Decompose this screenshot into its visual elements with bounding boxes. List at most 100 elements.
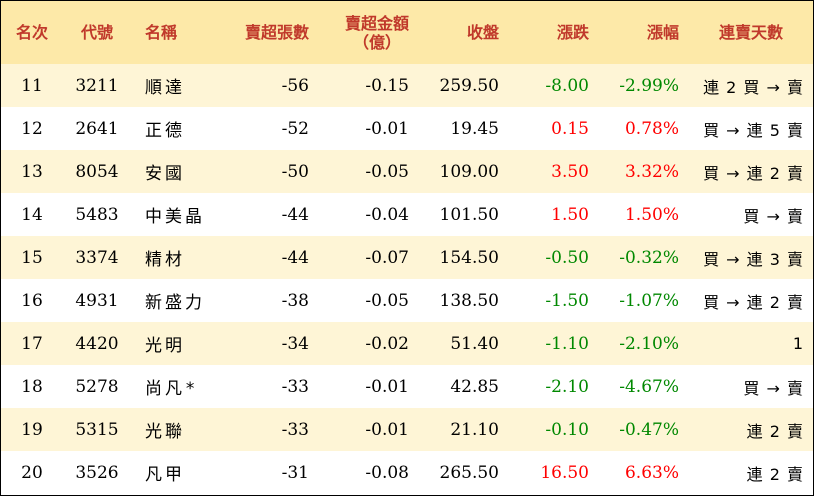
sell-streak-cell: 買 → 連 3 賣 <box>703 249 803 269</box>
change-cell: 16.50 <box>540 462 589 483</box>
sell-amount-cell: -0.01 <box>365 118 409 139</box>
close-price-cell: 154.50 <box>439 247 499 268</box>
change-cell: -1.50 <box>545 290 589 311</box>
sell-lots-cell: -33 <box>281 376 309 397</box>
header-sell-amount-line2: （億） <box>352 32 401 52</box>
close-price-cell: 21.10 <box>450 419 499 440</box>
table-row[interactable]: 14 5483 中美晶 -44 -0.04 101.50 1.50 1.50% 買 → 賣 <box>1 193 813 236</box>
rank-cell: 20 <box>21 462 43 483</box>
sell-lots-cell: -44 <box>281 204 309 225</box>
stock-name-cell: 凡甲 <box>145 465 185 485</box>
sell-lots-cell: -50 <box>281 161 309 182</box>
change-cell: -2.10 <box>545 376 589 397</box>
close-price-cell: 42.85 <box>450 376 499 397</box>
header-code[interactable]: 代號 <box>80 23 113 42</box>
sell-streak-cell: 連 2 買 → 賣 <box>703 77 803 97</box>
change-cell: -8.00 <box>545 75 589 96</box>
sell-amount-cell: -0.15 <box>365 75 409 96</box>
table-header-row: 名次 代號 名稱 賣超張數 賣超金額 （億） 收盤 漲跌 漲幅 連賣天數 <box>1 1 813 64</box>
sell-amount-cell: -0.07 <box>365 247 409 268</box>
rank-cell: 17 <box>21 333 43 354</box>
close-price-cell: 109.00 <box>439 161 499 182</box>
code-cell: 3211 <box>75 75 119 96</box>
sell-amount-cell: -0.02 <box>365 333 409 354</box>
sell-streak-cell: 連 2 賣 <box>746 421 803 441</box>
sell-lots-cell: -56 <box>281 75 309 96</box>
header-sell-lots[interactable]: 賣超張數 <box>244 23 309 42</box>
change-pct-cell: -0.47% <box>619 419 679 440</box>
stock-name-cell: 精材 <box>145 250 185 270</box>
stock-name-cell: 新盛力 <box>145 293 205 313</box>
rank-cell: 18 <box>21 376 43 397</box>
close-price-cell: 259.50 <box>439 75 499 96</box>
sell-amount-cell: -0.08 <box>365 462 409 483</box>
table-row[interactable]: 15 3374 精材 -44 -0.07 154.50 -0.50 -0.32% 買 → 連 3… <box>1 236 813 279</box>
sell-streak-cell: 買 → 賣 <box>743 206 803 226</box>
sell-amount-cell: -0.04 <box>365 204 409 225</box>
sell-streak-cell: 連 2 賣 <box>746 464 803 484</box>
stock-name-cell: 中美晶 <box>145 207 205 227</box>
stock-name-cell: 光明 <box>145 336 185 356</box>
sell-amount-cell: -0.05 <box>365 161 409 182</box>
change-pct-cell: -2.10% <box>619 333 679 354</box>
rank-cell: 14 <box>21 204 43 225</box>
sell-lots-cell: -52 <box>281 118 309 139</box>
header-change[interactable]: 漲跌 <box>556 23 589 42</box>
change-pct-cell: 6.63% <box>624 462 679 483</box>
code-cell: 5278 <box>75 376 119 397</box>
header-rank[interactable]: 名次 <box>15 23 48 42</box>
change-pct-cell: 0.78% <box>624 118 679 139</box>
rank-cell: 11 <box>21 75 43 96</box>
code-cell: 3374 <box>75 247 119 268</box>
table-row[interactable]: 20 3526 凡甲 -31 -0.08 265.50 16.50 6.63% 連 2 賣 <box>1 451 813 494</box>
change-pct-cell: -2.99% <box>619 75 679 96</box>
sell-lots-cell: -38 <box>281 290 309 311</box>
header-streak[interactable]: 連賣天數 <box>718 23 783 42</box>
header-close[interactable]: 收盤 <box>466 23 499 42</box>
sell-streak-cell: 買 → 連 2 賣 <box>703 292 803 312</box>
table-row[interactable]: 12 2641 正德 -52 -0.01 19.45 0.15 0.78% 買 → 連 5 賣 <box>1 107 813 150</box>
header-sell-amount-line1: 賣超金額 <box>344 13 409 33</box>
sell-lots-cell: -44 <box>281 247 309 268</box>
header-sell-amount[interactable]: 賣超金額 （億） <box>319 1 419 64</box>
code-cell: 4931 <box>75 290 119 311</box>
stock-name-cell: 順達 <box>145 78 185 98</box>
change-pct-cell: -1.07% <box>619 290 679 311</box>
change-pct-cell: 1.50% <box>624 204 679 225</box>
code-cell: 2641 <box>75 118 119 139</box>
sell-amount-cell: -0.01 <box>365 419 409 440</box>
rank-cell: 13 <box>21 161 43 182</box>
sell-lots-cell: -34 <box>281 333 309 354</box>
change-pct-cell: -0.32% <box>619 247 679 268</box>
code-cell: 5483 <box>75 204 119 225</box>
table-row[interactable]: 13 8054 安國 -50 -0.05 109.00 3.50 3.32% 買 → 連 2 賣 <box>1 150 813 193</box>
change-pct-cell: -4.67% <box>619 376 679 397</box>
header-name[interactable]: 名稱 <box>145 23 178 42</box>
change-cell: 3.50 <box>551 161 589 182</box>
sell-lots-cell: -33 <box>281 419 309 440</box>
sell-lots-cell: -31 <box>281 462 309 483</box>
sell-streak-cell: 買 → 連 5 賣 <box>703 120 803 140</box>
stock-name-cell: 光聯 <box>145 422 185 442</box>
change-pct-cell: 3.32% <box>624 161 679 182</box>
table-row[interactable]: 16 4931 新盛力 -38 -0.05 138.50 -1.50 -1.07% 買 → 連 … <box>1 279 813 322</box>
stock-name-cell: 正德 <box>145 121 185 141</box>
table-row[interactable]: 17 4420 光明 -34 -0.02 51.40 -1.10 -2.10% 1 <box>1 322 813 365</box>
table-row[interactable]: 18 5278 尚凡* -33 -0.01 42.85 -2.10 -4.67% 買 → 賣 <box>1 365 813 408</box>
table-row[interactable]: 19 5315 光聯 -33 -0.01 21.10 -0.10 -0.47% 連 2 賣 <box>1 408 813 451</box>
change-cell: -0.10 <box>545 419 589 440</box>
rank-cell: 15 <box>21 247 43 268</box>
code-cell: 4420 <box>75 333 119 354</box>
close-price-cell: 138.50 <box>439 290 499 311</box>
sell-streak-cell: 買 → 賣 <box>743 378 803 398</box>
sell-streak-cell: 1 <box>792 334 803 353</box>
change-cell: 0.15 <box>551 118 589 139</box>
table-row[interactable]: 11 3211 順達 -56 -0.15 259.50 -8.00 -2.99% 連 2 買 →… <box>1 64 813 107</box>
header-change-pct[interactable]: 漲幅 <box>646 23 679 42</box>
close-price-cell: 101.50 <box>439 204 499 225</box>
close-price-cell: 265.50 <box>439 462 499 483</box>
sell-amount-cell: -0.05 <box>365 290 409 311</box>
change-cell: -1.10 <box>545 333 589 354</box>
